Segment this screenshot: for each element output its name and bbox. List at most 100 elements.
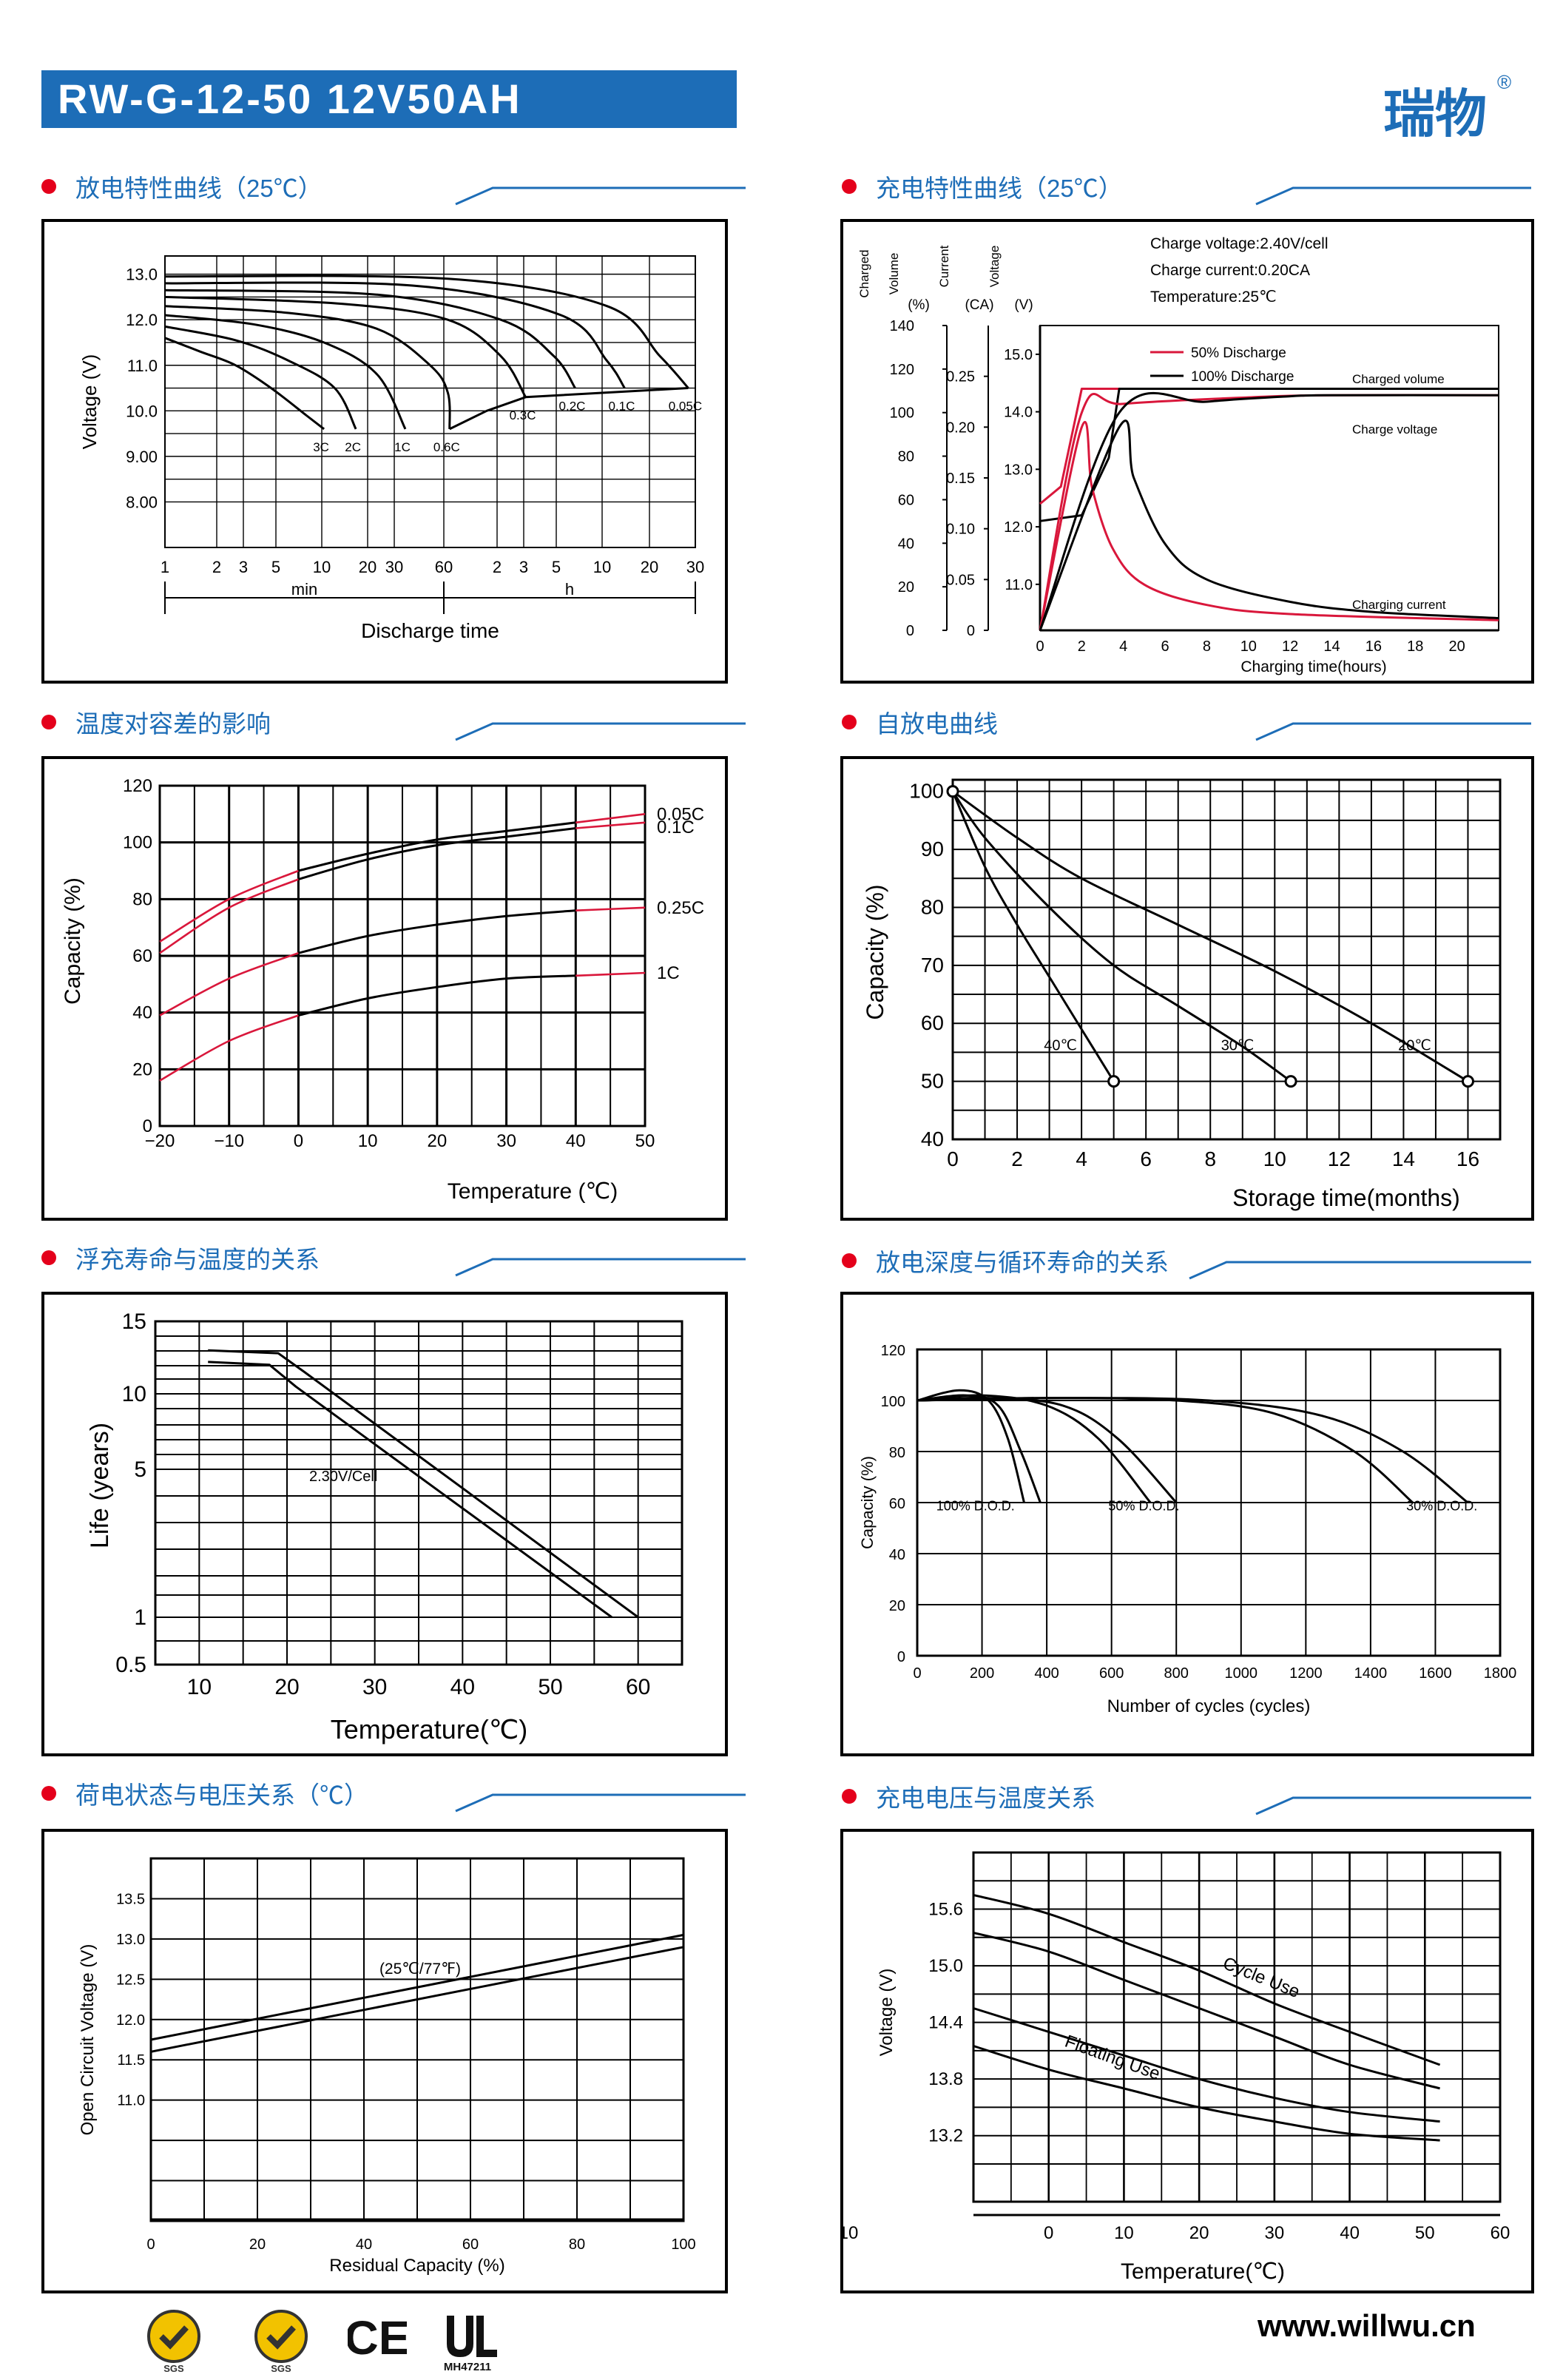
x-tick-label: 20 [359, 558, 377, 576]
section-title-soc-voltage: 荷电状态与电压关系（℃） [41, 1776, 746, 1813]
x-tick-label: 20 [1189, 2223, 1209, 2243]
discharge-curve-label: 0.1C [608, 400, 635, 414]
axis-header: Voltage [988, 246, 1002, 288]
charged-tick-label: 0 [906, 623, 914, 639]
x-tick-label: 1400 [1354, 1665, 1388, 1682]
chart-discharge: 13.012.011.010.09.008.001 2 3 5 10 20 30 60 2 3 5 1… [78, 255, 704, 642]
ce-mark-icon: CE [348, 2311, 407, 2364]
x-tick-label: 4 [1076, 1147, 1087, 1170]
x-tick-label: 12 [1282, 638, 1298, 655]
y-tick-label: 10 [122, 1382, 146, 1406]
website-url[interactable]: www.willwu.cn [1258, 2308, 1476, 2343]
y-tick-label: 80 [921, 895, 944, 918]
charge-curve [1039, 419, 1499, 631]
axis-header: Charged [857, 249, 871, 297]
x-tick-label: 50 [635, 1131, 655, 1151]
charge-condition: Temperature:25℃ [1150, 289, 1277, 306]
x-tick-label: 1200 [1289, 1665, 1323, 1682]
section-title-self-discharge: 自放电曲线 [842, 704, 1531, 741]
x-tick-label: 2 [493, 558, 502, 576]
y-tick-label: 50 [921, 1070, 944, 1093]
x-tick-label: 400 [1034, 1665, 1059, 1682]
brand-logo: 瑞物 [1383, 85, 1487, 143]
y-tick-label: 14.4 [928, 2013, 963, 2033]
x-tick-label: 30 [362, 1675, 387, 1699]
section-title-discharge: 放电特性曲线（25℃） [41, 169, 746, 206]
charged-tick-label: 60 [898, 492, 914, 508]
life-curve [208, 1349, 639, 1619]
x-tick-label: 10 [1263, 1147, 1286, 1170]
series-label: 20℃ [1398, 1038, 1431, 1054]
series-label: 0.1C [657, 818, 695, 837]
x-tick-label: 18 [1407, 638, 1423, 655]
y-tick-label: 0 [143, 1116, 152, 1136]
y-tick-label: 20 [889, 1598, 905, 1614]
x-tick-label: −20 [145, 1131, 175, 1151]
y-tick-label: 120 [123, 776, 152, 796]
y-tick-label: 1 [134, 1605, 146, 1630]
start-marker [946, 785, 959, 798]
x-tick-label: 2 [212, 558, 221, 576]
y-tick-label: 60 [889, 1496, 905, 1512]
y-tick-label: 40 [132, 1003, 152, 1023]
temp-curve-cold [159, 1014, 299, 1082]
temp-curve-cold [159, 878, 299, 954]
bullet-icon [41, 179, 56, 194]
dod-curve [916, 1389, 1025, 1503]
y-tick-label: 60 [132, 946, 152, 966]
y-tick-label: 11.0 [127, 357, 158, 375]
x-tick-label: 3 [519, 558, 528, 576]
dod-curve [916, 1397, 1469, 1504]
panel-self-discharge: 40 50 60 70 80 90 100 0 2 4 6 8 10 12 14 16 Storage time… [840, 756, 1534, 1221]
dod-curve [916, 1394, 1152, 1503]
x-tick-label: 3 [239, 558, 248, 576]
self-discharge-curve-20℃ [952, 790, 1469, 1082]
y-axis-title: Capacity (%) [862, 884, 888, 1019]
x-axis-title: Temperature(℃) [1121, 2259, 1285, 2284]
x-tick-label: 40 [1340, 2223, 1360, 2243]
product-title: RW-G-12-50 12V50AH [58, 75, 522, 122]
x-tick-label: 0 [947, 1147, 959, 1170]
y-tick-label: 40 [889, 1547, 905, 1563]
dod-curve [916, 1394, 1042, 1503]
soc-annotation: (25℃/77℉) [379, 1961, 461, 1978]
sgs-label-2: SGS [271, 2363, 291, 2373]
y-axis-title: Open Circuit Voltage (V) [78, 1944, 98, 2136]
x-tick-label: 600 [1099, 1665, 1124, 1682]
section-title-float-life: 浮充寿命与温度的关系 [41, 1240, 746, 1277]
x-tick-label: 14 [1323, 638, 1340, 655]
y-tick-label: 13.8 [928, 2069, 963, 2089]
y-tick-label: 90 [921, 837, 944, 860]
discharge-curve-0.05C [164, 274, 689, 389]
charged-tick-label: 20 [898, 579, 914, 596]
temp-curve-1C [298, 974, 576, 1017]
voltage-tick-label: 15.0 [1004, 347, 1033, 363]
temp-curve-0.05C [298, 821, 576, 872]
brand-registered-mark: ® [1497, 71, 1512, 93]
x-tick-label: 30 [496, 1131, 516, 1151]
x-tick-label: 800 [1164, 1665, 1189, 1682]
x-axis-title: Temperature (℃) [448, 1179, 618, 1204]
y-tick-label: 13.0 [116, 1932, 145, 1948]
y-tick-label: 100 [123, 833, 152, 853]
x-tick-label: 0 [1036, 638, 1044, 655]
bullet-icon [41, 715, 56, 729]
x-tick-label: 1 [161, 558, 169, 576]
dod-label: 50% D.O.D. [1108, 1498, 1179, 1513]
self-discharge-curve-40℃ [951, 791, 1115, 1082]
current-tick-label: 0 [967, 623, 975, 639]
x-axis-title: Storage time(months) [1232, 1184, 1460, 1211]
x-tick-label: 12 [1328, 1147, 1351, 1170]
bullet-icon [842, 179, 857, 194]
x-tick-label: 20 [641, 558, 658, 576]
axis-header: (%) [908, 297, 930, 313]
current-tick-label: 0.15 [946, 471, 975, 487]
panel-discharge: 13.0 12.0 11.0 10.0 9.00 8.00 1 2 3 5 10 20 30 60 2 3 5 1… [41, 219, 728, 684]
series-label: 30℃ [1221, 1038, 1255, 1054]
y-tick-label: 12.0 [116, 2012, 145, 2029]
y-tick-label: 0 [897, 1649, 905, 1665]
discharge-curve-1C [164, 314, 407, 430]
discharge-curve-0.2C [164, 289, 576, 389]
charged-tick-label: 80 [898, 449, 914, 465]
